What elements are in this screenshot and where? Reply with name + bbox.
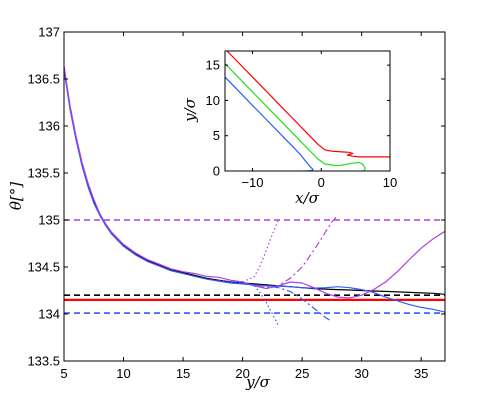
x-tick-label: 30 xyxy=(354,366,368,381)
y-tick-label: 135 xyxy=(38,213,60,228)
y-tick-label: 136.5 xyxy=(27,72,60,87)
main-chart: 5 10 15 20 25 30 35 133.5134134.5135135.513613… xyxy=(7,25,446,391)
y-tick-label: 134 xyxy=(38,307,60,322)
y-tick-label: 133.5 xyxy=(27,354,60,369)
y-tick-label: 136 xyxy=(38,119,60,134)
y-tick-label: 134.5 xyxy=(27,260,60,275)
series-line-2 xyxy=(64,65,445,299)
series-line-6 xyxy=(218,280,279,326)
x-tick-label: 10 xyxy=(116,366,130,381)
series-line-4 xyxy=(242,283,333,323)
y-tick-label: 137 xyxy=(38,25,60,40)
inset-x-axis-label: x/σ xyxy=(295,189,320,207)
inset-axes-frame xyxy=(224,50,391,172)
x-tick-label: 35 xyxy=(414,366,428,381)
main-y-ticks: 133.5 134 134.5 135 135.5 136 136.5 137 xyxy=(27,25,445,369)
inset-x-ticks: −10 0 10 xyxy=(241,51,397,190)
inset-x-tick-label: 0 xyxy=(318,175,325,190)
inset-y-tick-label: 0 xyxy=(213,164,220,179)
main-y-axis-label: θ[°] xyxy=(7,182,25,210)
inset-x-tick-label: 10 xyxy=(383,175,397,190)
x-tick-label: 15 xyxy=(176,366,190,381)
main-x-ticks: 5 10 15 20 25 30 35 xyxy=(60,32,428,381)
main-plot-area xyxy=(64,65,445,326)
series-line-5 xyxy=(218,219,279,283)
inset-y-tick-label: 5 xyxy=(213,128,220,143)
main-axes-frame xyxy=(63,31,446,362)
inset-series-line-0 xyxy=(226,51,390,158)
x-tick-label: 20 xyxy=(235,366,249,381)
y-tick-label: 135.5 xyxy=(27,166,60,181)
main-x-axis-label: y/σ xyxy=(245,373,271,391)
series-line-3 xyxy=(242,214,339,289)
inset-y-tick-label: 15 xyxy=(206,58,220,73)
inset-background xyxy=(225,51,390,171)
inset-x-tick-label: −10 xyxy=(241,175,263,190)
inset-series-line-1 xyxy=(225,63,366,171)
x-tick-label: 5 xyxy=(60,366,67,381)
inset-y-tick-label: 10 xyxy=(206,93,220,108)
inset-y-ticks: 0 5 10 15 xyxy=(206,58,390,179)
inset-y-axis-label: y/σ xyxy=(181,97,199,123)
inset-chart: −10 0 10 0 5 10 15 x/σ y/σ xyxy=(181,50,397,207)
series-line-1 xyxy=(64,69,445,313)
x-tick-label: 25 xyxy=(295,366,309,381)
